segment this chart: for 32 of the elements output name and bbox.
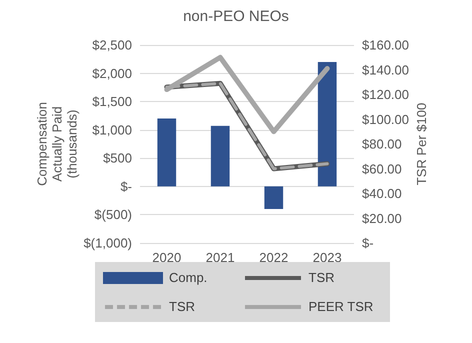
y2-tick-label: $20.00 bbox=[362, 210, 402, 226]
y-tick-label: $- bbox=[120, 178, 132, 194]
y2-tick-label: $60.00 bbox=[362, 161, 402, 176]
y2-axis-title: TSR Per $100 bbox=[414, 102, 429, 186]
y-axis-title: Compensation Actually Paid (thousands) bbox=[34, 102, 80, 186]
y2-tick-label: $160.00 bbox=[362, 38, 409, 52]
bar bbox=[210, 126, 230, 186]
legend-label: TSR bbox=[308, 270, 334, 285]
y2-tick-label: $120.00 bbox=[362, 87, 409, 102]
y2-tick-label: $140.00 bbox=[362, 62, 409, 78]
x-tick-label: 2021 bbox=[206, 250, 235, 265]
bar bbox=[157, 118, 176, 186]
x-tick-label: 2022 bbox=[259, 250, 288, 265]
legend-label: TSR bbox=[169, 299, 195, 314]
chart-title: non-PEO NEOs bbox=[183, 8, 289, 25]
legend-label: Comp. bbox=[169, 270, 208, 285]
y2-tick-label: $40.00 bbox=[362, 186, 402, 201]
bar bbox=[264, 186, 284, 210]
x-tick-label: 2020 bbox=[152, 250, 182, 265]
y2-tick-label: $- bbox=[362, 236, 374, 250]
y-tick-label: $(500) bbox=[94, 207, 132, 222]
y2-tick-label: $80.00 bbox=[362, 136, 402, 152]
x-tick-label: 2023 bbox=[312, 250, 342, 265]
y-tick-label: $1,500 bbox=[92, 94, 132, 110]
bar bbox=[318, 62, 337, 186]
y-tick-label: $2,000 bbox=[92, 66, 132, 81]
y-tick-label: $1,000 bbox=[92, 122, 132, 138]
y-tick-label: $(1,000) bbox=[84, 236, 132, 250]
y-tick-label: $2,500 bbox=[92, 38, 132, 52]
y2-tick-label: $100.00 bbox=[362, 112, 409, 127]
legend-label: PEER TSR bbox=[308, 299, 374, 314]
y-tick-label: $500 bbox=[103, 150, 132, 166]
